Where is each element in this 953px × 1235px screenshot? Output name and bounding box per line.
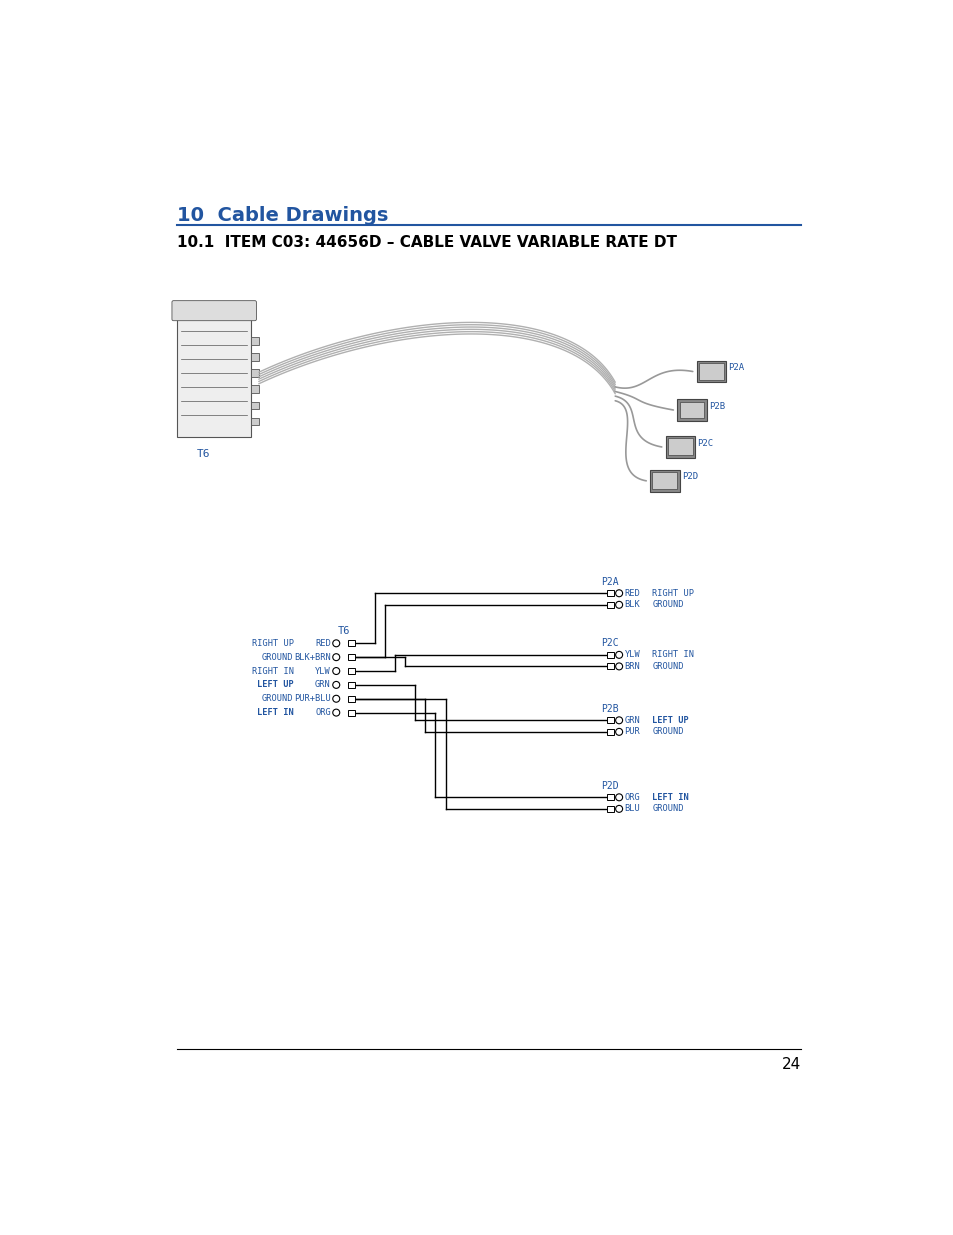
Text: T6: T6	[337, 626, 350, 636]
Text: RED: RED	[314, 638, 331, 648]
Text: P2C: P2C	[600, 638, 618, 648]
Text: BLU: BLU	[624, 804, 639, 814]
Bar	[607, 794, 614, 800]
Text: GROUND: GROUND	[652, 600, 683, 609]
Text: LEFT IN: LEFT IN	[652, 793, 688, 802]
Text: PUR+BLU: PUR+BLU	[294, 694, 331, 703]
Circle shape	[615, 651, 622, 658]
Text: GROUND: GROUND	[652, 662, 683, 671]
Bar	[348, 710, 355, 716]
Circle shape	[333, 653, 339, 661]
Bar	[251, 417, 258, 425]
Text: 10  Cable Drawings: 10 Cable Drawings	[177, 206, 388, 226]
Bar	[607, 652, 614, 658]
Text: PUR: PUR	[624, 727, 639, 736]
FancyBboxPatch shape	[172, 300, 256, 321]
Text: YLW: YLW	[314, 667, 331, 676]
Bar	[251, 385, 258, 393]
Text: T6: T6	[196, 450, 210, 459]
Bar	[607, 729, 614, 735]
Bar	[348, 695, 355, 701]
Text: 10.1  ITEM C03: 44656D – CABLE VALVE VARIABLE RATE DT: 10.1 ITEM C03: 44656D – CABLE VALVE VARI…	[177, 235, 677, 249]
Text: BRN: BRN	[624, 662, 639, 671]
FancyBboxPatch shape	[177, 317, 251, 437]
Text: P2B: P2B	[708, 401, 724, 411]
Text: P2D: P2D	[600, 781, 618, 790]
Bar	[607, 590, 614, 597]
Circle shape	[615, 590, 622, 597]
Text: LEFT IN: LEFT IN	[256, 708, 294, 718]
FancyBboxPatch shape	[665, 436, 695, 458]
Text: GROUND: GROUND	[652, 804, 683, 814]
Text: RIGHT UP: RIGHT UP	[652, 589, 694, 598]
Text: BLK+BRN: BLK+BRN	[294, 652, 331, 662]
Circle shape	[615, 805, 622, 813]
FancyBboxPatch shape	[696, 361, 725, 383]
Bar	[607, 663, 614, 669]
Text: ORG: ORG	[314, 708, 331, 718]
Bar	[251, 369, 258, 377]
Text: LEFT UP: LEFT UP	[652, 716, 688, 725]
Circle shape	[615, 716, 622, 724]
Circle shape	[615, 601, 622, 609]
Bar	[607, 718, 614, 724]
Text: GRN: GRN	[624, 716, 639, 725]
Circle shape	[333, 695, 339, 703]
Circle shape	[333, 668, 339, 674]
Text: RIGHT IN: RIGHT IN	[652, 651, 694, 659]
Circle shape	[615, 729, 622, 735]
Circle shape	[615, 663, 622, 669]
Circle shape	[333, 682, 339, 688]
Text: P2A: P2A	[600, 577, 618, 587]
Text: RED: RED	[624, 589, 639, 598]
Bar	[251, 401, 258, 409]
FancyBboxPatch shape	[677, 399, 706, 421]
Text: LEFT UP: LEFT UP	[256, 680, 294, 689]
Bar	[348, 640, 355, 646]
Bar	[607, 601, 614, 608]
Circle shape	[615, 794, 622, 800]
Text: P2D: P2D	[681, 473, 698, 482]
Bar	[348, 655, 355, 661]
FancyBboxPatch shape	[667, 438, 692, 456]
FancyBboxPatch shape	[652, 472, 677, 489]
Text: RIGHT UP: RIGHT UP	[252, 638, 294, 648]
Text: RIGHT IN: RIGHT IN	[252, 667, 294, 676]
Bar	[251, 337, 258, 345]
FancyBboxPatch shape	[679, 401, 703, 419]
Text: P2C: P2C	[697, 438, 713, 447]
Bar	[251, 353, 258, 361]
Bar	[348, 682, 355, 688]
Text: P2A: P2A	[728, 363, 743, 372]
FancyBboxPatch shape	[649, 471, 679, 492]
Text: GROUND: GROUND	[652, 727, 683, 736]
FancyBboxPatch shape	[699, 363, 723, 380]
Text: GROUND: GROUND	[262, 652, 294, 662]
Circle shape	[333, 640, 339, 647]
Text: P2B: P2B	[600, 704, 618, 714]
Bar	[607, 805, 614, 811]
Text: GRN: GRN	[314, 680, 331, 689]
Text: GROUND: GROUND	[262, 694, 294, 703]
Text: YLW: YLW	[624, 651, 639, 659]
Bar	[348, 668, 355, 674]
Text: BLK: BLK	[624, 600, 639, 609]
Text: 24: 24	[781, 1057, 801, 1072]
Circle shape	[333, 709, 339, 716]
Text: ORG: ORG	[624, 793, 639, 802]
